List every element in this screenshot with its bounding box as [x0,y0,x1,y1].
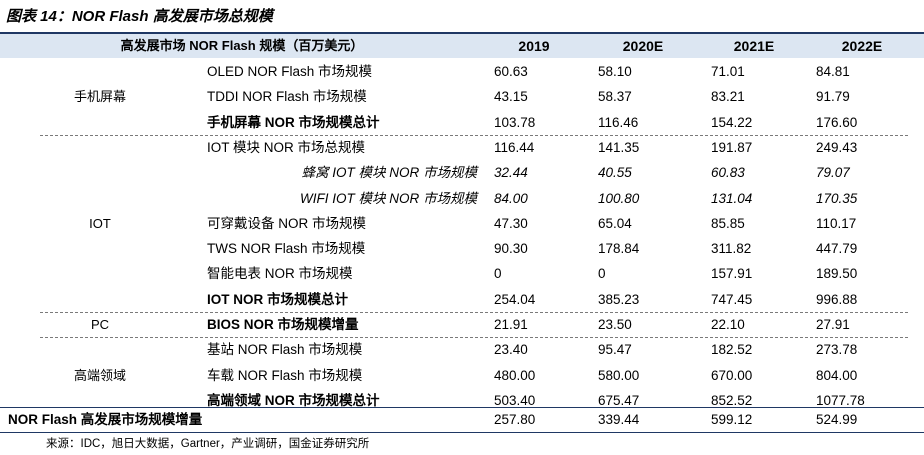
row-value-2021e: 71.01 [711,64,745,79]
row-value-2020e: 675.47 [598,392,640,408]
row-item-label: BIOS NOR 市场规模增量 [207,317,359,332]
category-phone-screen: 手机屏幕 [73,89,126,105]
title-rule [0,32,924,34]
row-item-label: TDDI NOR Flash 市场规模 [207,89,367,105]
row-value-2019: 90.30 [494,241,528,257]
row-value-2020e: 65.04 [598,215,632,231]
row-value-2019: 23.40 [494,342,528,358]
grand-total-2021e: 599.12 [711,412,753,427]
row-item-label: 智能电表 NOR 市场规模 [207,266,353,282]
row-value-2020e: 116.46 [598,114,639,130]
row-value-2020e: 178.84 [598,241,640,257]
row-item-label: IOT 模块 NOR 市场总规模 [207,139,366,155]
row-value-2021e: 182.52 [711,342,753,358]
row-value-2022e: 273.78 [816,342,858,358]
row-value-2021e: 85.85 [711,215,745,231]
row-item-label: TWS NOR Flash 市场规模 [207,241,366,257]
header-label: 高发展市场 NOR Flash 规模（百万美元） [120,38,364,53]
row-value-2020e: 100.80 [598,190,640,206]
row-item-label: 可穿戴设备 NOR 市场规模 [207,215,367,231]
row-value-2022e: 170.35 [816,190,858,206]
row-item-label: WIFI IOT 模块 NOR 市场规模 [300,190,477,206]
grand-total-top-rule [0,407,924,408]
row-value-2021e: 157.91 [711,266,753,282]
row-value-2019: 21.91 [494,317,528,332]
grand-total-bottom-rule [0,432,924,433]
row-value-2022e: 996.88 [816,291,858,307]
row-value-2019: 0 [494,266,502,282]
group-separator [40,312,908,313]
row-value-2022e: 79.07 [816,165,850,181]
row-value-2019: 254.04 [494,291,536,307]
row-value-2022e: 91.79 [816,89,850,105]
grand-total-2019: 257.80 [494,412,536,427]
row-value-2020e: 23.50 [598,317,632,332]
row-value-2021e: 154.22 [711,114,753,130]
row-item-label: 蜂窝 IOT 模块 NOR 市场规模 [301,165,478,181]
row-value-2022e: 27.91 [816,317,850,332]
row-value-2020e: 580.00 [598,367,640,383]
row-value-2021e: 191.87 [711,139,753,155]
row-item-label: OLED NOR Flash 市场规模 [207,64,373,79]
row-item-label: 手机屏幕 NOR 市场规模总计 [207,114,380,130]
row-value-2019: 32.44 [494,165,528,181]
year-2019: 2019 [518,38,550,54]
row-value-2020e: 0 [598,266,606,282]
row-item-label: 车载 NOR Flash 市场规模 [207,367,363,383]
row-value-2020e: 95.47 [598,342,632,358]
grand-total-2020e: 339.44 [598,412,640,427]
row-value-2022e: 84.81 [816,64,850,79]
row-value-2019: 60.63 [494,64,528,79]
year-2020e: 2020E [622,38,664,54]
category-high-end: 高端领域 [73,367,126,383]
row-value-2020e: 141.35 [598,139,640,155]
row-value-2020e: 385.23 [598,291,640,307]
row-value-2019: 480.00 [494,367,536,383]
figure-title: 图表 14：NOR Flash 高发展市场总规模 [6,8,273,25]
row-value-2019: 503.40 [494,392,536,408]
row-value-2019: 103.78 [494,114,536,130]
row-value-2019: 43.15 [494,89,528,105]
row-value-2021e: 670.00 [711,367,753,383]
row-value-2021e: 131.04 [711,190,753,206]
row-value-2021e: 83.21 [711,89,745,105]
row-value-2022e: 189.50 [816,266,858,282]
table-header: 高发展市场 NOR Flash 规模（百万美元） 2019 2020E 2021… [0,34,924,58]
grand-total-label: NOR Flash 高发展市场规模增量 [8,412,203,427]
row-value-2021e: 852.52 [711,392,753,408]
row-value-2021e: 60.83 [711,165,745,181]
category-iot: IOT [89,215,111,231]
row-value-2019: 84.00 [494,190,528,206]
row-value-2021e: 311.82 [711,241,752,257]
row-value-2019: 47.30 [494,215,528,231]
row-item-label: 高端领域 NOR 市场规模总计 [207,392,380,408]
group-separator [40,337,908,339]
year-2022e: 2022E [841,38,883,54]
category-pc: PC [90,317,110,333]
grand-total-2022e: 524.99 [816,412,858,427]
row-item-label: 基站 NOR Flash 市场规模 [207,342,363,358]
row-value-2022e: 1077.78 [816,392,865,408]
source-note: 来源：IDC，旭日大数据，Gartner，产业调研，国金证券研究所 [46,438,370,450]
row-value-2022e: 249.43 [816,139,858,155]
row-value-2020e: 58.10 [598,64,632,79]
row-value-2022e: 447.79 [816,241,858,257]
row-value-2022e: 176.60 [816,114,858,130]
row-value-2020e: 58.37 [598,89,632,105]
row-value-2019: 116.44 [494,139,535,155]
row-item-label: IOT NOR 市场规模总计 [207,291,348,307]
row-value-2022e: 804.00 [816,367,858,383]
group-separator [40,134,908,136]
row-value-2021e: 747.45 [711,291,753,307]
year-2021e: 2021E [733,38,775,54]
row-value-2020e: 40.55 [598,165,632,181]
row-value-2022e: 110.17 [816,215,857,231]
row-value-2021e: 22.10 [711,317,745,332]
